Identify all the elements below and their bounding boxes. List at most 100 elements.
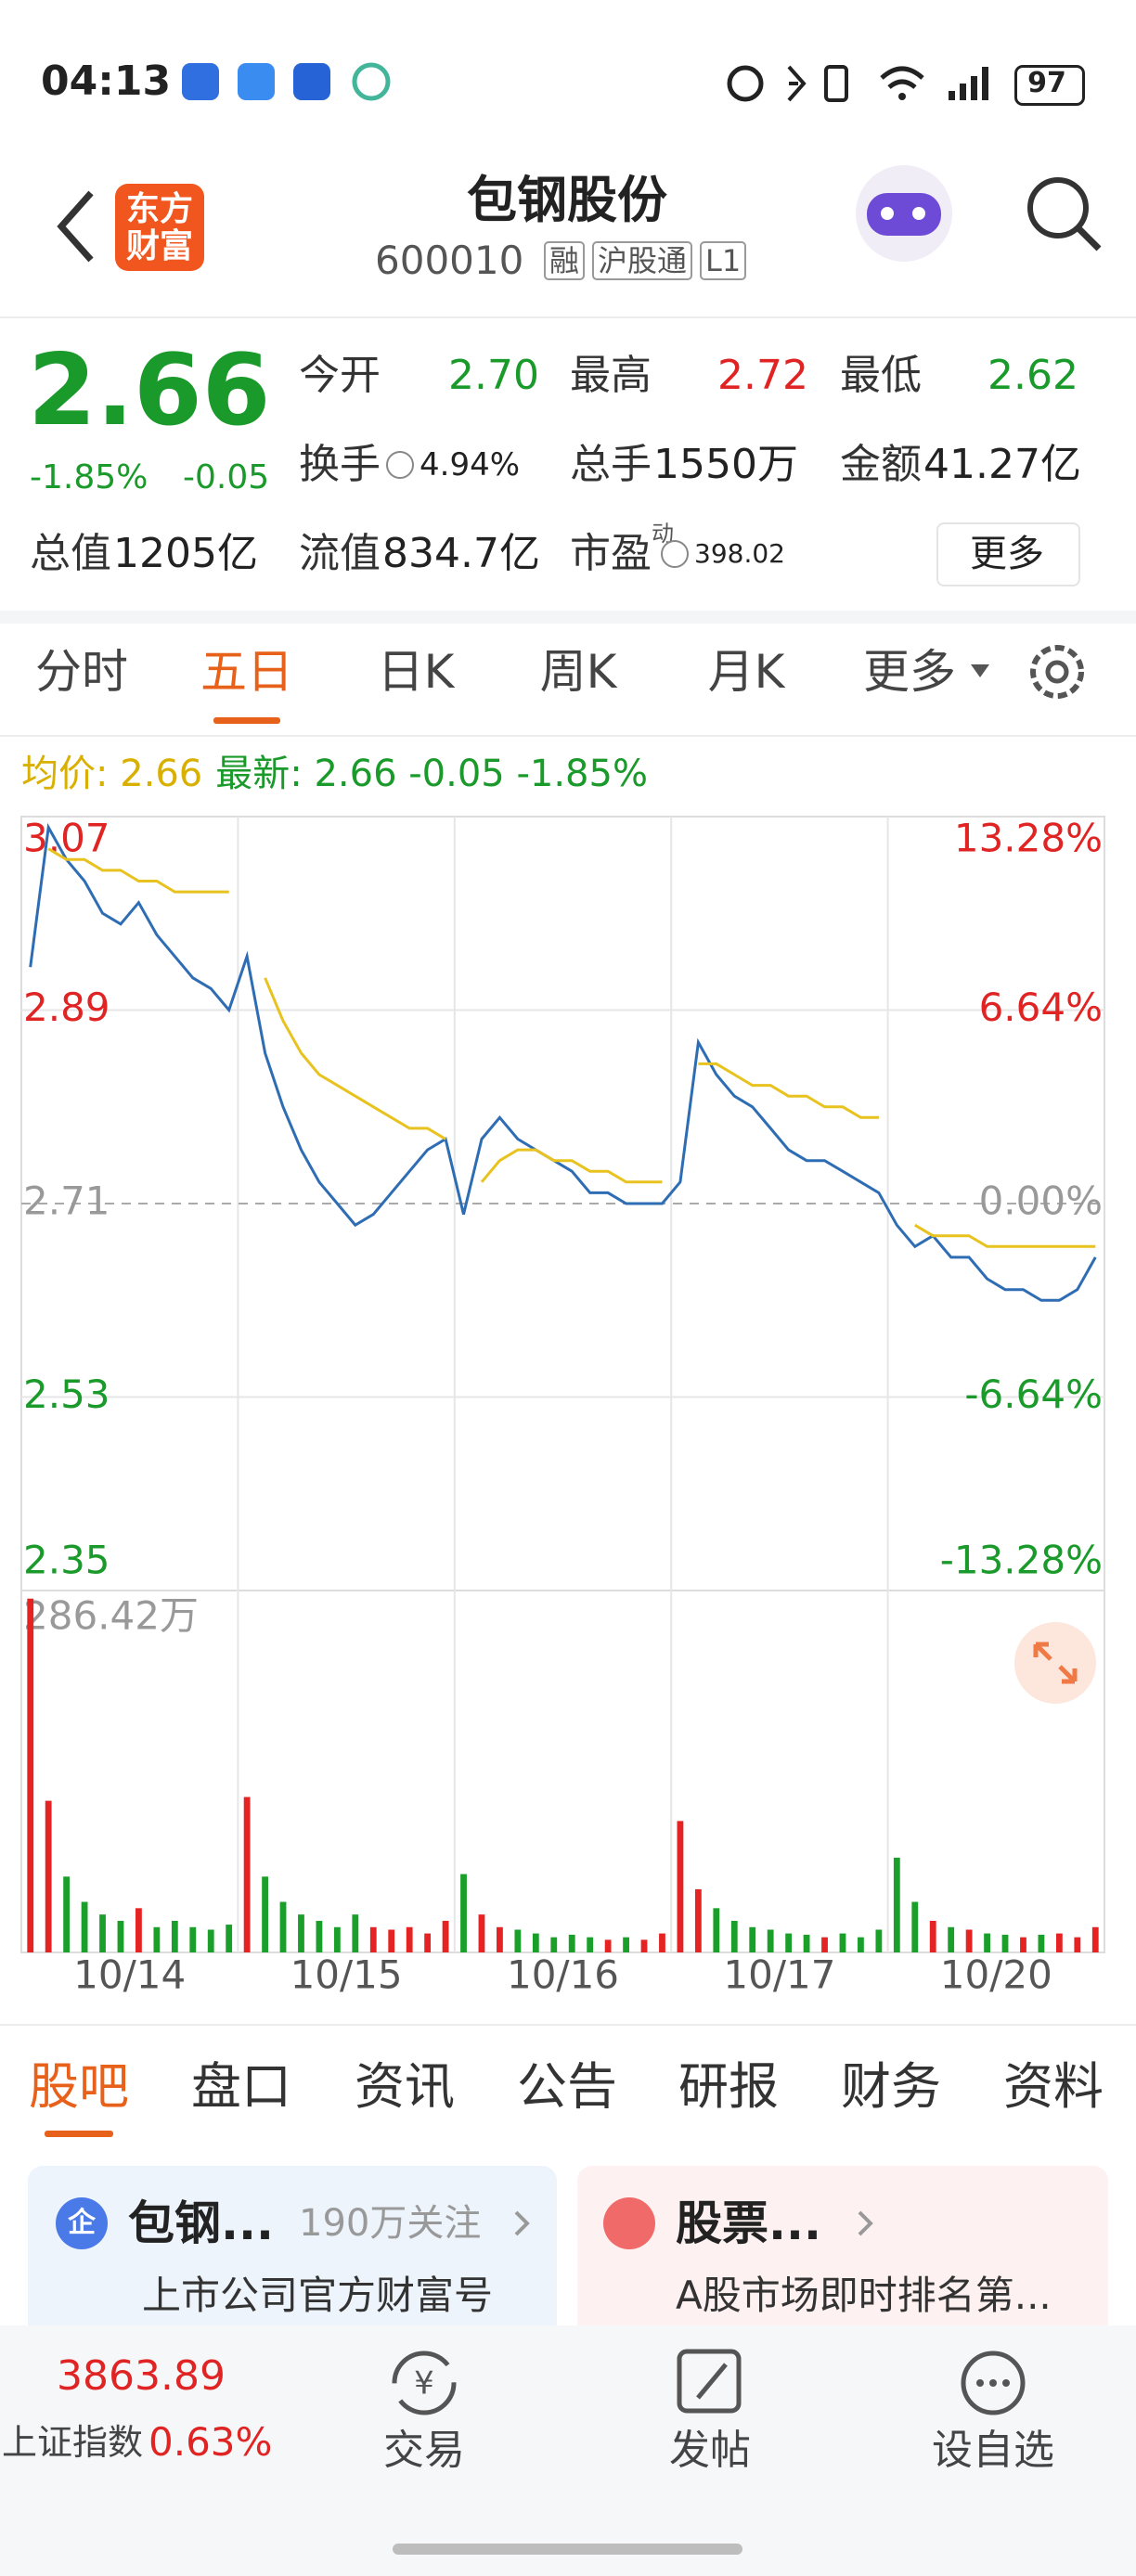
badge: 融 — [544, 241, 586, 280]
volume-bar — [424, 1933, 432, 1952]
stat-label: 流值 — [299, 530, 381, 577]
clock: 04:13 — [41, 58, 172, 105]
stat-value: 834.7亿 — [382, 530, 540, 577]
volume-bar — [749, 1926, 756, 1952]
content-tab[interactable]: 财务 — [841, 2057, 941, 2116]
volume-bar — [785, 1933, 793, 1952]
y-tick-label: 2.89 — [23, 985, 110, 1030]
change: -0.05 — [183, 458, 270, 496]
period-tab[interactable]: 更多 — [863, 645, 956, 699]
divider — [0, 2024, 1136, 2026]
search-button[interactable] — [1027, 177, 1102, 251]
volume-bar — [207, 1929, 214, 1952]
content-tab[interactable]: 股吧 — [29, 2057, 129, 2116]
volume-bar — [99, 1914, 106, 1952]
volume-bar — [298, 1914, 304, 1952]
volume-bar — [1074, 1937, 1081, 1952]
stat-label: 总值 — [30, 530, 111, 577]
nav-label[interactable]: 交易 — [383, 2427, 465, 2474]
volume-bar — [1020, 1937, 1026, 1952]
volume-bar — [1091, 1926, 1099, 1952]
legend-entry: 最新: 2.66 -0.05 -1.85% — [215, 753, 648, 795]
volume-bar — [1038, 1934, 1045, 1952]
content-tab[interactable]: 公告 — [517, 2057, 617, 2116]
volume-bar — [640, 1939, 648, 1952]
volume-bar — [839, 1933, 846, 1952]
volume-bar — [767, 1929, 774, 1952]
card-icons — [56, 2197, 655, 2249]
volume-bar — [369, 1926, 377, 1952]
stat-label: 市盈 — [570, 530, 652, 577]
volume-bar — [45, 1800, 52, 1952]
volume-bar — [442, 1920, 449, 1952]
volume-bar — [63, 1876, 71, 1952]
nav-icons[interactable]: ¥ — [392, 2349, 1026, 2415]
back-button[interactable] — [57, 190, 94, 263]
period-tab[interactable]: 周K — [539, 645, 617, 699]
price-line — [47, 847, 1096, 1248]
volume-bar — [333, 1926, 341, 1952]
price-line — [29, 822, 1097, 1302]
chevron — [858, 2210, 873, 2236]
chart-frame — [20, 816, 1105, 1953]
stock-name: 包钢股份 — [467, 171, 667, 229]
company-card[interactable] — [28, 2166, 557, 2325]
volume-bar — [171, 1920, 178, 1952]
y2-tick-label: -6.64% — [964, 1372, 1103, 1417]
rank-card[interactable] — [577, 2166, 1108, 2325]
stat-label: 换手 — [299, 441, 381, 488]
volume-bar — [406, 1926, 413, 1952]
info-icon[interactable] — [661, 540, 689, 568]
logo-text: 东方 — [125, 190, 194, 228]
volume-bar — [568, 1934, 575, 1952]
avatar[interactable] — [856, 165, 952, 262]
volume-axis-label: 286.42万 — [23, 1593, 199, 1639]
dropdown-arrow[interactable] — [971, 664, 989, 677]
settings-button[interactable] — [1030, 645, 1084, 699]
volume-bar — [893, 1857, 900, 1952]
volume-bar — [514, 1929, 522, 1952]
content-tab[interactable]: 研报 — [678, 2057, 779, 2116]
card-desc: A股市场即时排名第... — [676, 2273, 1052, 2318]
home-indicator — [393, 2544, 742, 2555]
y-tick-label: 2.53 — [23, 1372, 110, 1417]
x-tick-label: 10/16 — [507, 1952, 619, 1998]
volume-bar — [262, 1876, 268, 1952]
volume-bar — [153, 1926, 161, 1952]
volume-bar — [27, 1598, 34, 1952]
card-desc: 上市公司官方财富号 — [141, 2273, 494, 2318]
x-tick-label: 10/20 — [940, 1952, 1052, 1998]
nav-label[interactable]: 发帖 — [669, 2427, 751, 2474]
content-tab[interactable]: 资讯 — [355, 2057, 455, 2116]
index-name: 上证指数 — [2, 2422, 144, 2463]
period-tab[interactable]: 分时 — [35, 645, 128, 699]
period-tab[interactable]: 五日 — [200, 645, 293, 699]
volume-bar — [694, 1888, 702, 1952]
volume-bar — [821, 1937, 828, 1952]
more-label[interactable]: 更多 — [970, 533, 1044, 575]
stat-label: 今开 — [299, 352, 381, 399]
content-tab[interactable]: 盘口 — [191, 2057, 291, 2116]
more-button[interactable] — [936, 522, 1080, 586]
svg-text:¥: ¥ — [414, 2365, 434, 2402]
y-tick-label: 2.71 — [23, 1179, 110, 1224]
index-value: 3863.89 — [57, 2352, 226, 2400]
info-icon[interactable] — [386, 451, 414, 479]
volume-bar — [911, 1901, 919, 1952]
status-icons — [182, 62, 988, 102]
period-tab[interactable]: 月K — [707, 645, 785, 699]
content-tab[interactable]: 资料 — [1003, 2057, 1104, 2116]
battery-level: 97 — [1027, 67, 1066, 99]
volume-bar — [604, 1939, 612, 1952]
volume-bar — [550, 1937, 558, 1952]
stat-label: 最低 — [840, 352, 922, 399]
y2-tick-label: -13.28% — [940, 1538, 1103, 1583]
app-logo[interactable] — [115, 184, 204, 271]
tab-underline — [45, 2131, 113, 2137]
expand-button[interactable] — [1014, 1622, 1096, 1704]
card-meta: 190万关注 — [299, 2202, 482, 2245]
stat-value: 1550万 — [653, 441, 798, 488]
period-tab[interactable]: 日K — [377, 645, 455, 699]
volume-bar — [730, 1920, 738, 1952]
nav-label[interactable]: 设自选 — [932, 2427, 1054, 2474]
